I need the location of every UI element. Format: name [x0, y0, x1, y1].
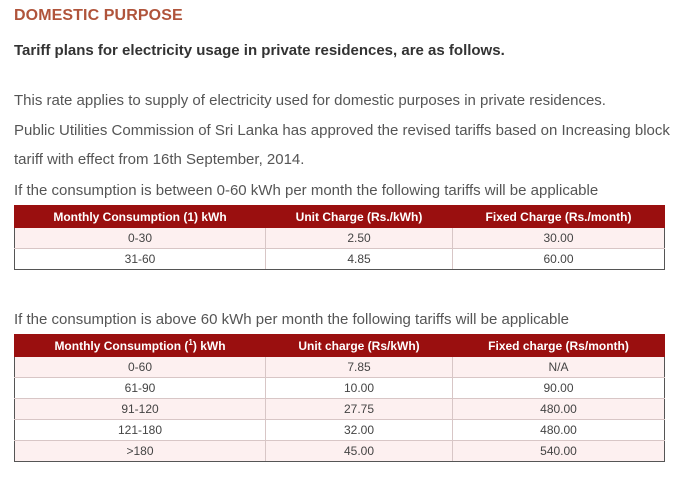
- cell-consumption: >180: [14, 440, 266, 462]
- header-superscript: 1: [188, 338, 193, 347]
- cell-unit-charge: 32.00: [265, 419, 453, 441]
- cell-consumption: 61-90: [14, 377, 266, 399]
- header-monthly-consumption: Monthly Consumption (1) kWh: [14, 205, 266, 228]
- cell-consumption: 121-180: [14, 419, 266, 441]
- cell-fixed-charge: N/A: [452, 356, 665, 378]
- cell-unit-charge: 27.75: [265, 398, 453, 420]
- table-row: 0-30 2.50 30.00: [14, 227, 665, 249]
- tariff-table-above-60: Monthly Consumption (1) kWh Unit charge …: [14, 334, 665, 462]
- table-header-row: Monthly Consumption (1) kWh Unit Charge …: [14, 205, 665, 228]
- header-fixed-charge: Fixed Charge (Rs./month): [452, 205, 665, 228]
- table-row: 61-90 10.00 90.00: [14, 377, 665, 399]
- cell-consumption: 31-60: [14, 248, 266, 270]
- cell-fixed-charge: 480.00: [452, 398, 665, 420]
- cell-unit-charge: 45.00: [265, 440, 453, 462]
- paragraph-rate-applies: This rate applies to supply of electrici…: [14, 92, 606, 109]
- header-fixed-charge: Fixed charge (Rs/month): [452, 334, 665, 357]
- cell-fixed-charge: 480.00: [452, 419, 665, 441]
- header-unit-charge: Unit charge (Rs/kWh): [265, 334, 453, 357]
- table-row: 0-60 7.85 N/A: [14, 356, 665, 378]
- table-header-row: Monthly Consumption (1) kWh Unit charge …: [14, 334, 665, 357]
- cell-unit-charge: 7.85: [265, 356, 453, 378]
- cell-consumption: 0-60: [14, 356, 266, 378]
- page-subtitle: Tariff plans for electricity usage in pr…: [14, 42, 505, 59]
- table-row: 31-60 4.85 60.00: [14, 248, 665, 270]
- tariff-table-0-60: Monthly Consumption (1) kWh Unit Charge …: [14, 205, 665, 270]
- cell-unit-charge: 2.50: [265, 227, 453, 249]
- cell-unit-charge: 4.85: [265, 248, 453, 270]
- header-text: ) kWh: [192, 339, 226, 353]
- paragraph-puc-approval: Public Utilities Commission of Sri Lanka…: [14, 122, 670, 139]
- cell-fixed-charge: 540.00: [452, 440, 665, 462]
- page-title: DOMESTIC PURPOSE: [14, 7, 183, 24]
- header-text: Monthly Consumption (: [54, 339, 189, 353]
- table-row: 121-180 32.00 480.00: [14, 419, 665, 441]
- header-monthly-consumption: Monthly Consumption (1) kWh: [14, 334, 266, 357]
- table-row: 91-120 27.75 480.00: [14, 398, 665, 420]
- table-row: >180 45.00 540.00: [14, 440, 665, 462]
- cell-unit-charge: 10.00: [265, 377, 453, 399]
- cell-consumption: 91-120: [14, 398, 266, 420]
- paragraph-table1-intro: If the consumption is between 0-60 kWh p…: [14, 182, 599, 199]
- cell-consumption: 0-30: [14, 227, 266, 249]
- header-unit-charge: Unit Charge (Rs./kWh): [265, 205, 453, 228]
- cell-fixed-charge: 30.00: [452, 227, 665, 249]
- paragraph-effective-date: tariff with effect from 16th September, …: [14, 151, 305, 168]
- paragraph-table2-intro: If the consumption is above 60 kWh per m…: [14, 311, 570, 328]
- cell-fixed-charge: 60.00: [452, 248, 665, 270]
- cell-fixed-charge: 90.00: [452, 377, 665, 399]
